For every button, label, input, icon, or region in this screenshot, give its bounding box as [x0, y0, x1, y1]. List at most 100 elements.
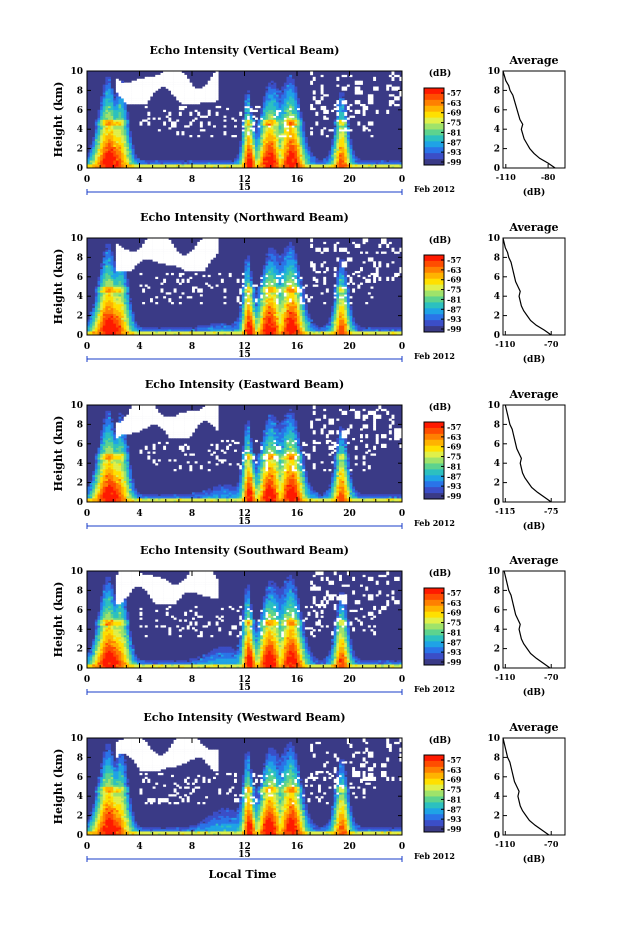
- heatmap-cell: [291, 111, 295, 114]
- heatmap-cell: [257, 127, 261, 130]
- heatmap-cell: [171, 90, 174, 93]
- heatmap-cell: [102, 92, 106, 95]
- heatmap-cell: [294, 298, 298, 301]
- heatmap-cell: [394, 274, 398, 278]
- heatmap-cell: [270, 144, 274, 147]
- heatmap-cell: [129, 94, 132, 97]
- heatmap-cell: [239, 317, 243, 320]
- heatmap-cell: [139, 92, 143, 95]
- heatmap-cell: [134, 162, 138, 165]
- heatmap-cell: [129, 331, 132, 334]
- heatmap-cell: [354, 82, 358, 85]
- heatmap-cell: [388, 84, 392, 87]
- heatmap-cell: [289, 109, 293, 113]
- heatmap-cell: [341, 98, 345, 101]
- heatmap-cell: [102, 315, 106, 318]
- heatmap-cell: [257, 325, 261, 328]
- heatmap-cell: [102, 294, 106, 297]
- heatmap-cell: [129, 84, 132, 87]
- heatmap-cell: [299, 278, 303, 281]
- heatmap-cell: [186, 94, 190, 97]
- heatmap-cell: [139, 121, 143, 124]
- heatmap-cell: [220, 327, 224, 330]
- heatmap-cell: [289, 123, 293, 126]
- heatmap-cell: [396, 74, 400, 78]
- heatmap-cell: [134, 80, 138, 83]
- heatmap-cell: [286, 152, 290, 155]
- heatmap-cell: [178, 261, 182, 264]
- heatmap-cell: [257, 317, 261, 320]
- heatmap-cell: [344, 131, 348, 134]
- heatmap-cell: [123, 263, 127, 266]
- heatmap-cell: [121, 84, 125, 87]
- heatmap-cell: [121, 138, 125, 142]
- heatmap-cell: [142, 84, 146, 87]
- heatmap-cell: [281, 148, 285, 151]
- heatmap-cell: [247, 327, 251, 330]
- heatmap-cell: [360, 160, 363, 163]
- heatmap-cell: [123, 325, 127, 328]
- heatmap-cell: [331, 315, 335, 318]
- heatmap-cell: [102, 296, 106, 299]
- heatmap-cell: [378, 164, 382, 167]
- heatmap-cell: [297, 270, 300, 274]
- heatmap-cell: [113, 267, 117, 270]
- heatmap-cell: [129, 333, 132, 336]
- heatmap-cell: [142, 288, 146, 291]
- heatmap-cell: [92, 166, 96, 169]
- heatmap-cell: [291, 113, 295, 116]
- heatmap-cell: [244, 282, 248, 285]
- heatmap-cell: [299, 321, 303, 324]
- heatmap-cell: [134, 164, 138, 167]
- heatmap-cell: [186, 86, 190, 89]
- heatmap-cell: [215, 162, 219, 165]
- heatmap-cell: [115, 303, 119, 307]
- heatmap-cell: [118, 127, 122, 130]
- heatmap-cell: [239, 292, 243, 295]
- heatmap-cell: [215, 71, 219, 74]
- heatmap-cell: [278, 127, 282, 130]
- heatmap-cell: [102, 331, 106, 334]
- heatmap-cell: [97, 121, 101, 124]
- heatmap-cell: [102, 111, 106, 114]
- heatmap-cell: [215, 84, 219, 87]
- heatmap-cell: [252, 119, 256, 122]
- heatmap-cell: [333, 160, 337, 163]
- heatmap-cell: [110, 284, 114, 287]
- heatmap-cell: [189, 100, 193, 103]
- heatmap-cell: [336, 144, 340, 147]
- heatmap-cell: [262, 154, 266, 157]
- heatmap-cell: [139, 333, 143, 336]
- heatmap-cell: [344, 329, 348, 332]
- heatmap-cell: [189, 88, 193, 91]
- heatmap-cell: [252, 325, 256, 328]
- heatmap-cell: [289, 82, 293, 85]
- heatmap-cell: [131, 152, 135, 155]
- heatmap-cell: [205, 84, 209, 87]
- heatmap-cell: [268, 272, 272, 276]
- heatmap-cell: [168, 76, 172, 80]
- heatmap-cell: [249, 136, 253, 140]
- heatmap-cell: [207, 113, 211, 116]
- heatmap-cell: [192, 263, 195, 266]
- heatmap-cell: [328, 152, 332, 155]
- heatmap-cell: [131, 86, 135, 89]
- heatmap-cell: [118, 133, 122, 136]
- heatmap-cell: [276, 313, 279, 316]
- heatmap-cell: [178, 96, 182, 99]
- heatmap-cell: [304, 150, 308, 153]
- heatmap-cell: [291, 144, 295, 147]
- heatmap-cell: [110, 290, 114, 293]
- heatmap-cell: [105, 125, 109, 128]
- heatmap-cell: [391, 72, 395, 76]
- heatmap-cell: [294, 317, 298, 320]
- heatmap-cell: [333, 133, 337, 136]
- heatmap-cell: [273, 325, 277, 328]
- heatmap-cell: [396, 103, 400, 107]
- heatmap-cell: [126, 140, 130, 144]
- heatmap-cell: [189, 121, 193, 124]
- heatmap-cell: [286, 131, 290, 134]
- heatmap-cell: [207, 92, 211, 95]
- heatmap-cell: [270, 119, 274, 122]
- heatmap-cell: [289, 80, 293, 83]
